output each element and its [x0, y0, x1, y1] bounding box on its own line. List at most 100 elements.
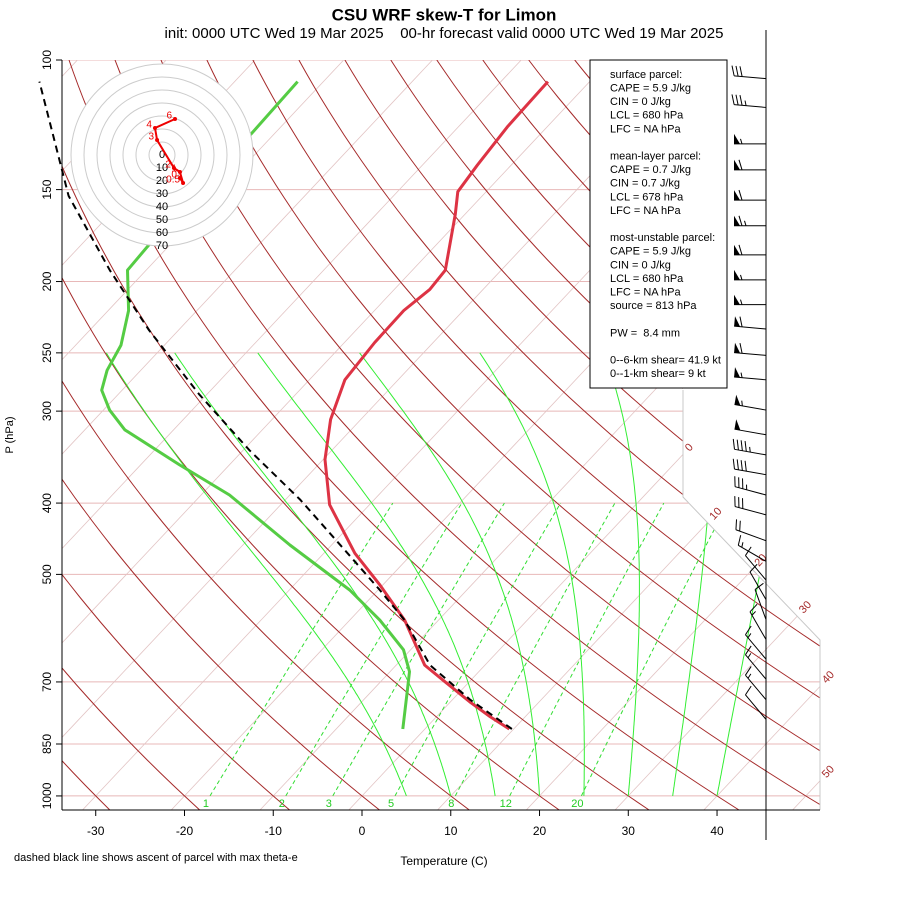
barb-pennant	[734, 367, 741, 378]
hodograph-point-label: 0	[171, 170, 177, 181]
hodograph-ring	[70, 63, 254, 247]
parcel-box-line: source = 813 hPa	[610, 300, 697, 312]
barb-full	[739, 316, 743, 327]
parcel-box-line: LFC = NA hPa	[610, 287, 682, 299]
barb-full	[735, 94, 739, 106]
dry-adiabat	[62, 60, 380, 810]
parcel-box-line: LCL = 680 hPa	[610, 273, 684, 285]
barb-full	[738, 189, 743, 201]
dry-adiabat	[482, 60, 820, 810]
wind-barb	[745, 666, 767, 701]
barb-full	[745, 666, 752, 676]
hodograph-ring-label: 50	[156, 214, 168, 226]
barb-half	[744, 220, 747, 226]
wind-barb	[737, 535, 767, 562]
hodograph-point	[155, 138, 160, 143]
isotherm-label: 40	[820, 669, 837, 686]
profile-line	[100, 80, 411, 730]
barb-pennant	[734, 394, 741, 406]
barb-staff	[745, 634, 767, 660]
barb-pennant	[734, 269, 740, 280]
dry-adiabat	[298, 60, 820, 810]
parcel-box-line: LCL = 678 hPa	[610, 191, 684, 203]
wind-barb	[734, 476, 767, 496]
isotherm	[170, 60, 820, 810]
barb-staff	[734, 468, 767, 476]
hodograph-point-label: 0.5	[166, 175, 180, 186]
barb-full	[754, 582, 764, 590]
moist-adiabat	[479, 352, 585, 796]
barb-full	[738, 159, 743, 170]
wind-barb	[734, 419, 767, 436]
hodograph-ring	[135, 128, 189, 182]
barb-pennant	[734, 133, 740, 144]
moist-adiabat	[257, 352, 496, 796]
barb-full	[745, 625, 752, 635]
wind-barb	[734, 215, 766, 227]
isotherm	[703, 60, 820, 810]
dry-adiabat	[206, 60, 820, 810]
barb-full	[745, 685, 752, 696]
barb-full	[735, 65, 739, 77]
hodograph-background	[71, 64, 253, 246]
barb-staff	[745, 694, 767, 720]
isotherm	[792, 60, 820, 810]
barb-half	[740, 138, 743, 144]
mixing-ratio-label: 3	[326, 798, 332, 810]
barb-staff	[745, 555, 767, 581]
barb-staff	[745, 674, 767, 701]
wind-barb	[734, 316, 767, 330]
wind-barb	[731, 65, 767, 80]
y-tick-label: 200	[40, 271, 54, 291]
mixing-ratio-label: 20	[571, 798, 583, 810]
barb-full	[740, 460, 743, 471]
moist-adiabat	[174, 352, 452, 797]
parcel-box-line: CIN = 0 J/kg	[610, 96, 671, 108]
parcel-box-line: LFC = NA hPa	[610, 123, 682, 135]
barb-full	[749, 603, 758, 613]
hodograph-ring-label: 60	[156, 227, 168, 239]
barb-half	[747, 633, 752, 639]
barb-staff	[734, 75, 767, 80]
wind-barb	[732, 438, 767, 456]
barb-full	[736, 459, 739, 470]
barb-full	[745, 546, 752, 556]
isotherm-label: 50	[820, 763, 837, 780]
barb-pennant	[734, 244, 740, 255]
x-tick-label: 30	[622, 824, 636, 838]
hodograph-ring	[122, 115, 202, 195]
parcel-box-line: LCL = 680 hPa	[610, 110, 684, 122]
hodograph-ring-label: 10	[156, 162, 168, 174]
isotherm-label: 10	[707, 505, 724, 522]
barb-half	[751, 611, 756, 616]
hodograph-point	[173, 116, 177, 121]
barb-half	[741, 400, 743, 406]
wind-barb	[749, 603, 767, 640]
barb-staff	[734, 486, 767, 496]
barb-staff	[738, 544, 767, 562]
plot-border	[682, 390, 821, 810]
barb-half	[741, 542, 744, 548]
mixing-ratio-line	[580, 502, 729, 797]
mixing-ratio-line	[209, 502, 394, 797]
barb-staff	[734, 352, 767, 356]
barb-full	[739, 520, 741, 532]
barb-pennant	[734, 294, 740, 305]
isotherm	[259, 60, 820, 810]
barb-full	[738, 244, 743, 256]
barb-full	[735, 519, 738, 530]
hodograph-ring	[83, 76, 241, 234]
barb-staff	[735, 529, 767, 542]
hodograph-ring	[148, 141, 176, 169]
barb-staff	[734, 404, 767, 411]
barb-staff	[734, 428, 767, 436]
wind-barb	[745, 685, 767, 720]
barb-full	[732, 438, 735, 450]
parcel-box	[589, 59, 728, 389]
barb-full	[745, 645, 752, 655]
barb-full	[732, 458, 735, 470]
x-tick-label: -10	[265, 824, 283, 838]
y-axis-label: P (hPa)	[4, 416, 16, 453]
hodograph-ring-label: 40	[156, 201, 168, 213]
x-tick-label: 10	[444, 824, 458, 838]
